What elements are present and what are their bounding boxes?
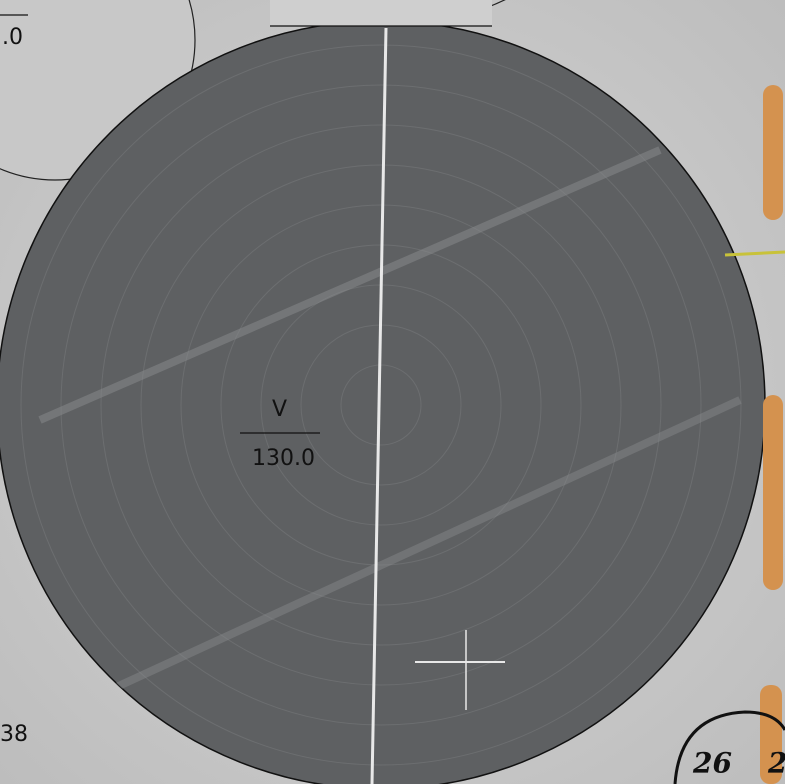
orange-marker	[763, 395, 783, 590]
field-value: 130.0	[252, 446, 315, 471]
section-number: 26	[692, 747, 732, 780]
orange-marker	[763, 85, 783, 220]
center-pivot-field	[0, 0, 766, 784]
annotations: .0 V 130.0 38 26 2	[0, 14, 785, 784]
pivot-rings	[20, 44, 742, 766]
field-label: V	[272, 397, 287, 422]
top-left-value: .0	[2, 25, 23, 50]
section-circle	[673, 710, 785, 784]
orange-marker	[760, 685, 782, 784]
field-circle	[0, 20, 766, 784]
bottom-left-value: 38	[0, 722, 28, 747]
pivot-line	[370, 27, 388, 784]
edge-markers	[724, 85, 785, 784]
boundary-line	[724, 250, 785, 257]
section-number-partial: 2	[767, 747, 785, 780]
field-edge-cut	[270, 0, 492, 26]
